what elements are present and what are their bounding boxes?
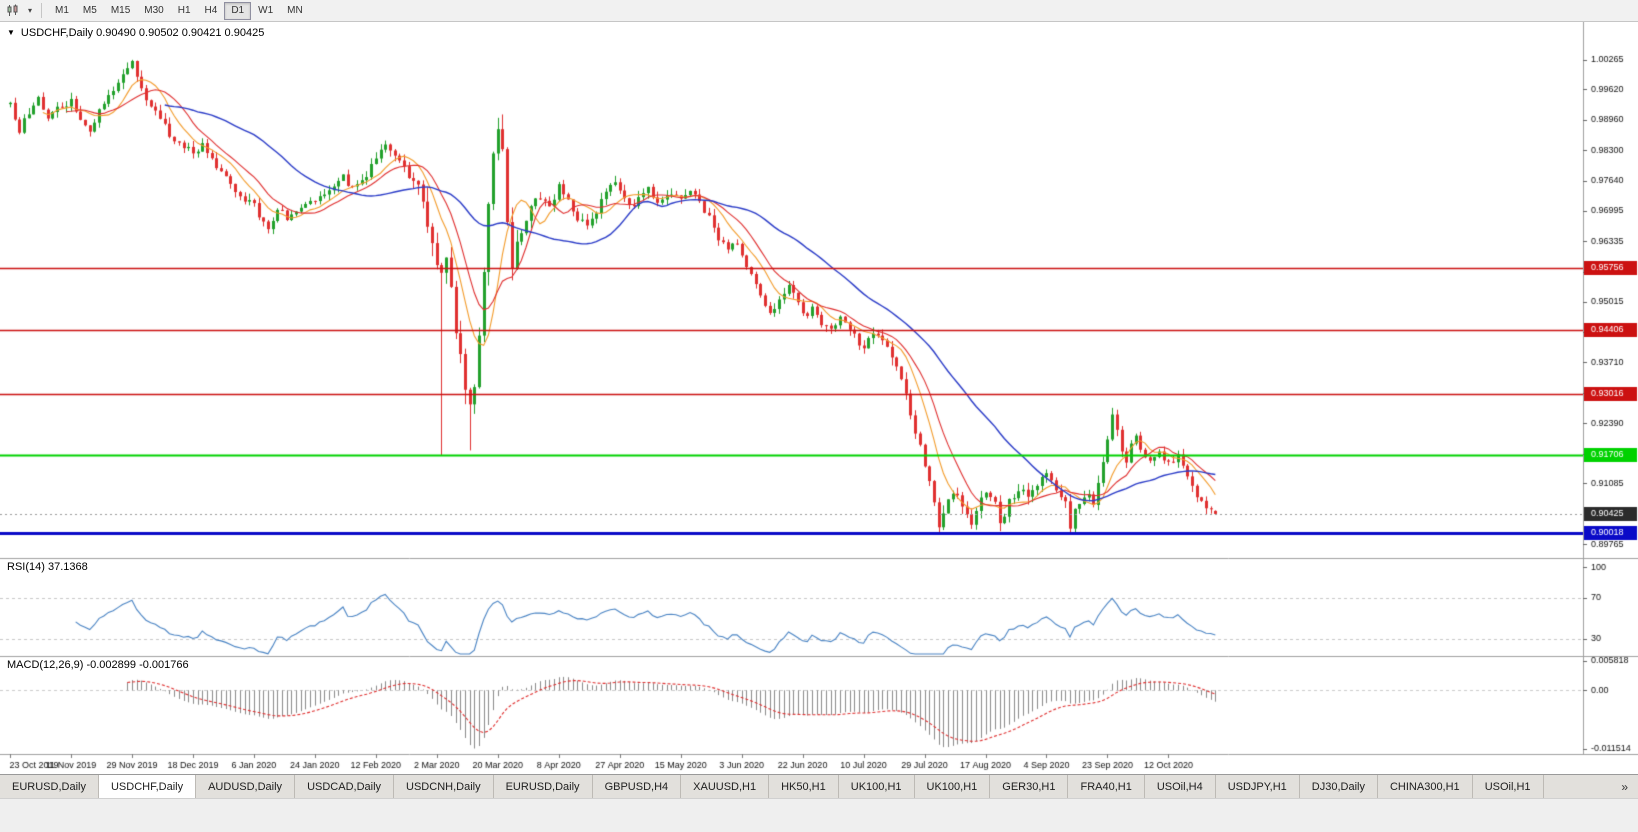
chart-tab-hk50-h1[interactable]: HK50,H1 xyxy=(769,775,839,798)
chart-tab-eurusd-daily[interactable]: EURUSD,Daily xyxy=(494,775,593,798)
chart-tab-usoil-h4[interactable]: USOil,H4 xyxy=(1145,775,1216,798)
chart-tab-fra40-h1[interactable]: FRA40,H1 xyxy=(1068,775,1145,798)
timeframe-toolbar: ▾ M1 M5 M15 M30 H1 H4 D1 W1 MN xyxy=(0,0,1638,22)
timeframe-button-mn[interactable]: MN xyxy=(287,5,303,16)
chart-area: ▼ USDCHF,Daily 0.90490 0.90502 0.90421 0… xyxy=(0,22,1638,774)
macd-label: MACD(12,26,9) -0.002899 -0.001766 xyxy=(7,659,189,671)
chart-tab-gbpusd-h4[interactable]: GBPUSD,H4 xyxy=(593,775,682,798)
chart-type-dropdown-icon[interactable]: ▾ xyxy=(28,5,33,15)
price-chart-canvas[interactable] xyxy=(0,22,1638,774)
chart-tab-audusd-daily[interactable]: AUDUSD,Daily xyxy=(196,775,296,798)
chart-title: ▼ USDCHF,Daily 0.90490 0.90502 0.90421 0… xyxy=(7,27,264,39)
chart-tab-usdcnh-daily[interactable]: USDCNH,Daily xyxy=(394,775,494,798)
chart-tab-usoil-h1[interactable]: USOil,H1 xyxy=(1473,775,1544,798)
timeframe-button-w1[interactable]: W1 xyxy=(258,5,274,16)
timeframe-button-m5[interactable]: M5 xyxy=(82,5,97,16)
timeframe-button-h4[interactable]: H4 xyxy=(204,5,218,16)
timeframe-button-h1[interactable]: H1 xyxy=(177,5,191,16)
chart-tab-usdchf-daily[interactable]: USDCHF,Daily xyxy=(98,775,197,798)
toolbar-separator xyxy=(41,3,43,18)
chart-tab-china300-h1[interactable]: CHINA300,H1 xyxy=(1378,775,1473,798)
chart-tab-uk100-h1[interactable]: UK100,H1 xyxy=(839,775,915,798)
chart-tab-ger30-h1[interactable]: GER30,H1 xyxy=(990,775,1069,798)
chart-tab-uk100-h1[interactable]: UK100,H1 xyxy=(915,775,991,798)
timeframe-button-m30[interactable]: M30 xyxy=(144,5,164,16)
chart-type-icon[interactable] xyxy=(4,2,24,20)
timeframe-buttons: M1 M5 M15 M30 H1 H4 D1 W1 MN xyxy=(48,1,310,20)
chart-tab-usdcad-daily[interactable]: USDCAD,Daily xyxy=(295,775,395,798)
timeframe-button-m1[interactable]: M1 xyxy=(55,5,69,16)
collapse-chart-icon[interactable]: ▼ xyxy=(7,28,15,37)
timeframe-button-d1[interactable]: D1 xyxy=(224,1,252,20)
chart-tab-xauusd-h1[interactable]: XAUUSD,H1 xyxy=(681,775,770,798)
timeframe-button-m15[interactable]: M15 xyxy=(110,5,131,16)
chart-title-text: USDCHF,Daily 0.90490 0.90502 0.90421 0.9… xyxy=(20,27,265,39)
tabs-overflow-icon[interactable]: » xyxy=(1621,779,1628,794)
chart-tab-eurusd-daily[interactable]: EURUSD,Daily xyxy=(0,775,99,798)
chart-tabs-bar: EURUSD,Daily USDCHF,Daily AUDUSD,Daily USDC… xyxy=(0,774,1638,798)
rsi-label: RSI(14) 37.1368 xyxy=(7,561,88,573)
chart-tab-usdjpy-h1[interactable]: USDJPY,H1 xyxy=(1216,775,1300,798)
status-strip xyxy=(0,798,1638,832)
chart-tab-dj30-daily[interactable]: DJ30,Daily xyxy=(1300,775,1378,798)
